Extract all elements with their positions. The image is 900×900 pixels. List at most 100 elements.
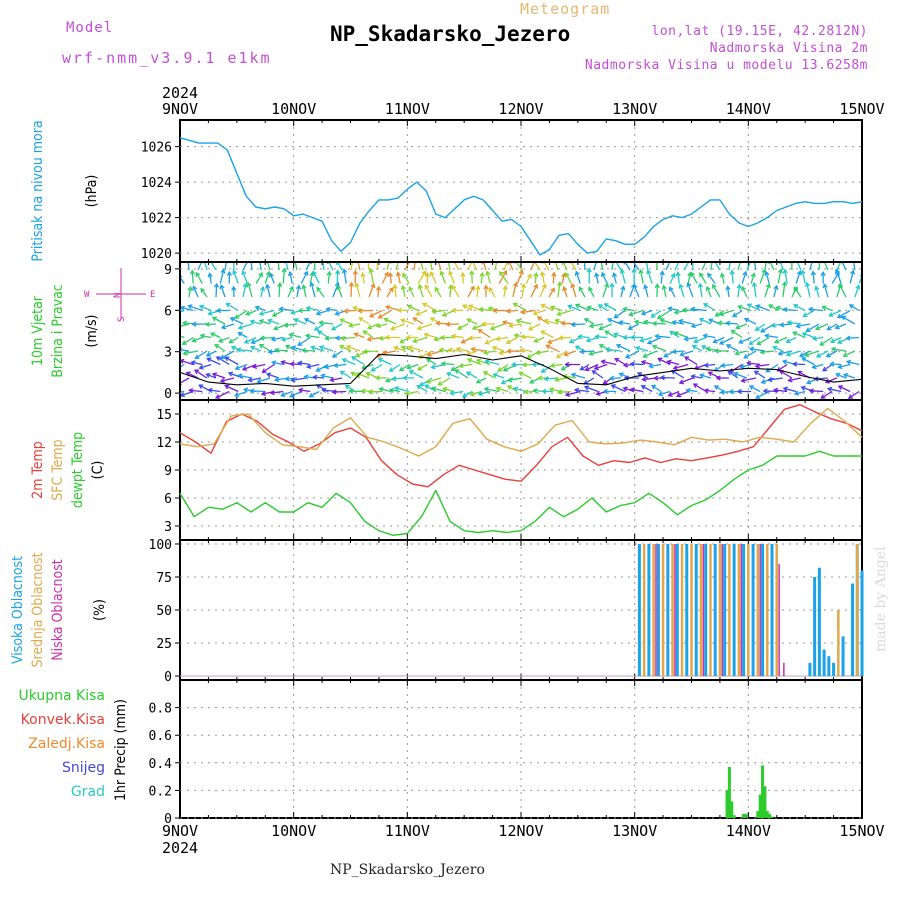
cloud-bar-high (761, 543, 765, 677)
wind-arrow-shaft (363, 330, 374, 339)
wind-arrow-shaft (555, 263, 559, 271)
wind-arrow-head (719, 272, 726, 278)
cloud-bar-mid (680, 543, 684, 677)
precip-bar (758, 794, 762, 818)
wind-arrow-head (604, 282, 610, 288)
wind-arrow-head (353, 332, 359, 338)
wind-arrow-shaft (191, 361, 203, 366)
wind-arrow-shaft (266, 284, 271, 298)
wind-arrow-shaft (470, 390, 482, 396)
wind-arrow-head (392, 283, 398, 290)
bottom-date-label: 9NOV (162, 822, 198, 840)
wind-arrow-head (181, 340, 187, 345)
wind-arrow-shaft (299, 389, 311, 393)
wind-arrow-shaft (376, 323, 388, 327)
wind-arrow-head (588, 286, 593, 292)
wind-arrow-shaft (836, 373, 847, 379)
wind-arrow-shaft (680, 350, 694, 356)
wind-arrow-shaft (181, 363, 185, 368)
wind-arrow-shaft (601, 272, 608, 284)
wind-arrow-shaft (729, 363, 743, 373)
cloud-bar-high (732, 543, 736, 677)
wind-arrow-shaft (259, 319, 271, 325)
wind-arrow-head (206, 357, 212, 363)
wind-arrow-shaft (606, 348, 622, 352)
wind-arrow-shaft (346, 345, 361, 352)
wind-arrow-shaft (427, 350, 442, 357)
wind-arrow-shaft (296, 285, 300, 298)
wind-arrow-head (416, 385, 422, 390)
wind-arrow-head (370, 366, 376, 372)
cloud-bar-high (860, 570, 864, 677)
wind-arrow-head (549, 362, 556, 369)
wind-arrow-head (485, 270, 491, 276)
wind-arrow-head (351, 257, 355, 261)
wind-arrow-shaft (750, 273, 755, 284)
wind-arrow-shaft (846, 336, 860, 339)
wind-arrow-shaft (208, 273, 212, 284)
cloud-bar-mid (671, 543, 674, 677)
wind-arrow-head (742, 270, 748, 276)
wind-arrow-head (408, 257, 412, 261)
wind-arrow-head (628, 311, 634, 317)
wind-arrow-shaft (282, 336, 293, 341)
wind-arrow-shaft (255, 306, 266, 312)
wind-arrow-head (497, 367, 503, 372)
wind-legend-w: W (84, 290, 90, 300)
wind-arrow-head (598, 256, 602, 260)
wind-arrow-shaft (679, 320, 694, 325)
wind-arrow-head (638, 268, 644, 275)
wind-arrow-head (446, 257, 450, 261)
wind-arrow-shaft (828, 388, 842, 393)
wind-arrow-shaft (671, 370, 685, 379)
y-tick-label: 9 (164, 464, 172, 479)
wind-arrow-head (583, 318, 589, 323)
wind-arrow-head (354, 352, 361, 358)
wind-arrow-shaft (503, 363, 518, 372)
wind-arrow-shaft (395, 263, 399, 271)
wind-arrow-shaft (586, 336, 599, 342)
wind-arrow-shaft (384, 318, 397, 325)
wind-arrow-shaft (628, 323, 640, 330)
wind-arrow-head (284, 344, 291, 350)
wind-arrow-head (385, 377, 391, 383)
wind-arrow-head (564, 272, 570, 278)
y-tick-label: 100 (149, 538, 172, 553)
wind-arrow-shaft (571, 373, 586, 379)
wind-arrow-shaft (568, 305, 581, 312)
wind-arrow-shaft (599, 323, 613, 330)
wind-arrow-head (229, 317, 235, 322)
wind-arrow-shaft (479, 308, 491, 312)
wind-arrow-shaft (224, 263, 227, 271)
wind-arrow-head (521, 362, 527, 368)
wind-arrow-shaft (242, 263, 248, 271)
wind-arrow-shaft (719, 336, 734, 345)
wind-arrow-shaft (448, 271, 455, 284)
precip-legend-item: Ukupna Kisa (18, 688, 105, 704)
wind-arrow-head (225, 302, 231, 308)
wind-arrow-shaft (340, 370, 352, 379)
wind-arrow-shaft (667, 360, 680, 366)
wind-arrow-head (584, 366, 590, 372)
wind-arrow-shaft (611, 384, 626, 393)
wind-arrow-shaft (268, 319, 280, 325)
cloud-bar-high (666, 543, 670, 677)
cloud-bar-high (685, 543, 689, 677)
wind-arrow-shaft (419, 377, 433, 387)
cloud-bar-mid (709, 543, 712, 677)
wind-arrow-shaft (784, 269, 788, 284)
wind-arrow-shaft (266, 373, 280, 379)
wind-arrow-shaft (657, 357, 671, 366)
wind-arrow-head (574, 270, 580, 276)
cloud-bar-mid (699, 543, 703, 677)
wind-arrow-shaft (620, 286, 625, 298)
cloud-bar-high (851, 583, 855, 677)
wind-arrow-head (805, 327, 811, 332)
wind-arrow-head (631, 267, 637, 273)
y-tick-label: 1026 (141, 141, 172, 156)
wind-arrow-head (297, 341, 303, 346)
wind-arrow-head (469, 391, 475, 397)
wind-arrow-head (181, 305, 185, 311)
wind-arrow-head (220, 354, 226, 360)
cloud-bar-high (827, 656, 831, 677)
